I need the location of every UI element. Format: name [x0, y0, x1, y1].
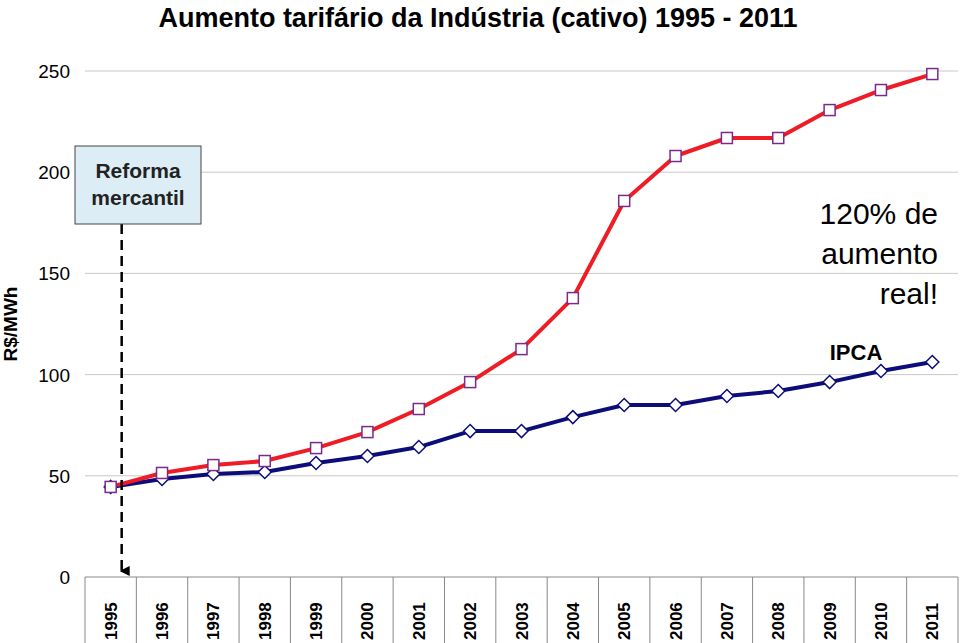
x-tick-label: 2003: [513, 602, 532, 640]
marker: [105, 481, 116, 492]
annotation-text: aumento: [821, 237, 938, 270]
x-separator: [803, 577, 804, 643]
marker: [258, 465, 271, 478]
x-tick-label: 2004: [564, 602, 583, 640]
x-separator: [547, 577, 548, 643]
marker: [361, 449, 374, 462]
marker: [874, 364, 887, 377]
x-tick-label: 2010: [872, 602, 891, 640]
marker: [773, 132, 784, 143]
marker: [875, 85, 886, 96]
x-separator: [85, 577, 86, 643]
lines: [111, 74, 933, 487]
x-separator: [598, 577, 599, 643]
x-tick-label: 2001: [410, 602, 429, 640]
marker: [362, 427, 373, 438]
grid-line: [85, 374, 958, 375]
marker: [927, 69, 938, 80]
marker: [157, 467, 168, 478]
annotation-text: 120% de: [820, 197, 938, 230]
marker: [311, 443, 322, 454]
marker: [772, 384, 785, 397]
annotation-text: real!: [880, 277, 938, 310]
x-tick-label: 2000: [358, 602, 377, 640]
x-tick-label: 2002: [461, 602, 480, 640]
annotation-text: mercantil: [91, 186, 184, 209]
marker: [926, 356, 939, 369]
marker: [412, 441, 425, 454]
marker: [618, 398, 631, 411]
marker: [720, 390, 733, 403]
marker: [567, 293, 578, 304]
marker: [465, 377, 476, 388]
x-separator: [495, 577, 496, 643]
annotation-arrow: [120, 224, 123, 571]
marker: [823, 376, 836, 389]
x-separator: [444, 577, 445, 643]
x-separator: [958, 577, 959, 643]
series-line: [111, 74, 933, 487]
x-separator: [239, 577, 240, 643]
x-tick-label: 1995: [102, 602, 121, 640]
marker: [516, 344, 527, 355]
series-label: IPCA: [830, 340, 883, 365]
marker: [824, 105, 835, 116]
grid-line: [85, 577, 958, 578]
y-axis-label: R$/MWh: [0, 287, 21, 362]
annotation-text: Reforma: [95, 159, 181, 182]
x-separator: [855, 577, 856, 643]
marker: [566, 411, 579, 424]
marker: [413, 404, 424, 415]
x-tick-label: 1998: [256, 602, 275, 640]
x-separator: [341, 577, 342, 643]
x-tick-label: 2011: [923, 603, 942, 640]
marker: [721, 132, 732, 143]
marker: [208, 460, 219, 471]
annotation-box: [75, 146, 201, 224]
marker: [619, 195, 630, 206]
x-tick-label: 1997: [204, 602, 223, 640]
x-tick-label: 2006: [667, 602, 686, 640]
x-separator: [136, 577, 137, 643]
chart: Aumento tarifário da Indústria (cativo) …: [0, 0, 960, 643]
x-separator: [393, 577, 394, 643]
x-tick-label: 1999: [307, 602, 326, 640]
y-tick-label: 0: [59, 567, 70, 588]
x-tick-label: 2007: [718, 602, 737, 640]
y-tick-label: 100: [38, 365, 70, 386]
marker: [515, 425, 528, 438]
marker: [670, 151, 681, 162]
x-separator: [701, 577, 702, 643]
x-tick-label: 1996: [153, 602, 172, 640]
marker: [104, 480, 117, 493]
grid-line: [85, 71, 958, 72]
x-tick-label: 2005: [615, 602, 634, 640]
marker: [669, 398, 682, 411]
title: Aumento tarifário da Indústria (cativo) …: [158, 3, 797, 33]
y-tick-label: 50: [49, 466, 70, 487]
x-separator: [187, 577, 188, 643]
x-separator: [752, 577, 753, 643]
grid-line: [85, 273, 958, 274]
x-separator: [290, 577, 291, 643]
markers: [104, 69, 939, 494]
x-tick-label: 2008: [769, 602, 788, 640]
marker: [310, 457, 323, 470]
marker: [464, 425, 477, 438]
x-separator: [906, 577, 907, 643]
y-tick-label: 250: [38, 61, 70, 82]
marker: [259, 456, 270, 467]
y-tick-label: 150: [38, 263, 70, 284]
x-separator: [649, 577, 650, 643]
series-line: [111, 362, 933, 487]
x-tick-label: 2009: [821, 602, 840, 640]
y-tick-label: 200: [38, 162, 70, 183]
grid-line: [85, 172, 958, 173]
